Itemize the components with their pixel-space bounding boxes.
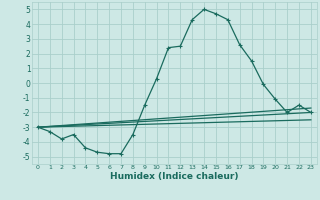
X-axis label: Humidex (Indice chaleur): Humidex (Indice chaleur) bbox=[110, 172, 239, 181]
